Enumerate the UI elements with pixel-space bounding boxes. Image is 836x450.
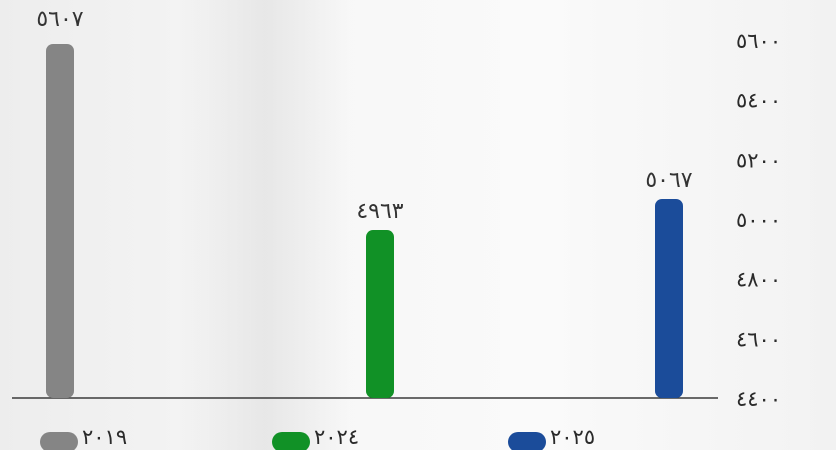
- y-tick-label: ٥٢٠٠: [736, 148, 781, 172]
- value-labels-group: ٥٦٠٧ ٤٩٦٣ ٥٠٦٧: [36, 7, 692, 224]
- y-axis-ticks: ٤٤٠٠ ٤٦٠٠ ٤٨٠٠ ٥٠٠٠ ٥٢٠٠ ٥٤٠٠ ٥٦٠٠: [736, 29, 781, 411]
- legend: ٢٠١٩ ٢٠٢٤ ٢٠٢٥: [40, 425, 595, 450]
- legend-swatch: [508, 432, 546, 450]
- background-shade: [180, 0, 350, 450]
- legend-swatch: [40, 432, 78, 450]
- value-label: ٥٦٠٧: [36, 7, 83, 32]
- y-tick-label: ٥٤٠٠: [736, 89, 781, 113]
- bar-٢٠١٩: [46, 44, 74, 398]
- bar-٢٠٢٥: [655, 199, 683, 398]
- value-label: ٥٠٦٧: [645, 168, 692, 193]
- bar-٢٠٢٤: [366, 230, 394, 398]
- legend-label: ٢٠١٩: [82, 425, 127, 449]
- value-label: ٤٩٦٣: [356, 199, 403, 224]
- legend-swatch: [272, 432, 310, 450]
- y-tick-label: ٤٦٠٠: [736, 327, 781, 351]
- legend-label: ٢٠٢٤: [314, 425, 359, 449]
- legend-label: ٢٠٢٥: [550, 425, 595, 449]
- y-tick-label: ٥٠٠٠: [736, 208, 781, 232]
- y-tick-label: ٤٤٠٠: [736, 387, 781, 411]
- y-tick-label: ٤٨٠٠: [736, 268, 781, 292]
- bars-group: [46, 44, 683, 398]
- y-tick-label: ٥٦٠٠: [736, 29, 781, 53]
